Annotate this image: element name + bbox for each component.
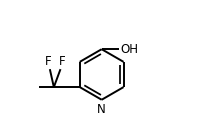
Text: F: F [58,55,65,68]
Text: OH: OH [120,43,138,56]
Text: N: N [97,103,106,116]
Text: F: F [45,55,52,68]
